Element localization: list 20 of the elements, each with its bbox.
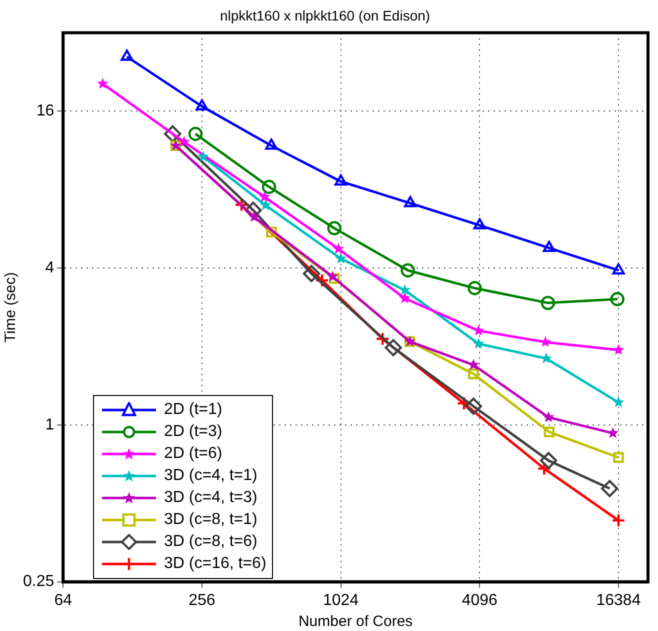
legend-label: 2D (t=1) — [164, 400, 222, 420]
legend-label: 2D (t=6) — [164, 444, 222, 464]
x-tick-label: 4096 — [462, 592, 498, 609]
legend-label: 3D (c=8, t=6) — [164, 532, 258, 552]
x-tick-label: 64 — [54, 592, 72, 609]
x-axis-title: Number of Cores — [298, 613, 413, 630]
x-tick-label: 256 — [188, 592, 216, 609]
x-tick-label: 16384 — [596, 592, 641, 609]
legend-label: 3D (c=16, t=6) — [164, 554, 266, 574]
y-tick-label: 16 — [36, 102, 54, 120]
x-tick-label: 1024 — [323, 592, 359, 609]
chart-title: nlpkkt160 x nlpkkt160 (on Edison) — [220, 7, 430, 24]
y-tick-label: 4 — [45, 259, 54, 276]
legend-label: 3D (c=4, t=3) — [164, 488, 258, 508]
y-tick-label: 1 — [45, 416, 54, 434]
legend-label: 2D (t=3) — [164, 422, 222, 442]
y-tick-label: 0.25 — [23, 573, 54, 590]
legend-label: 3D (c=4, t=1) — [164, 466, 258, 486]
y-axis-title: Time (sec) — [2, 272, 20, 342]
legend-label: 3D (c=8, t=1) — [164, 510, 258, 530]
